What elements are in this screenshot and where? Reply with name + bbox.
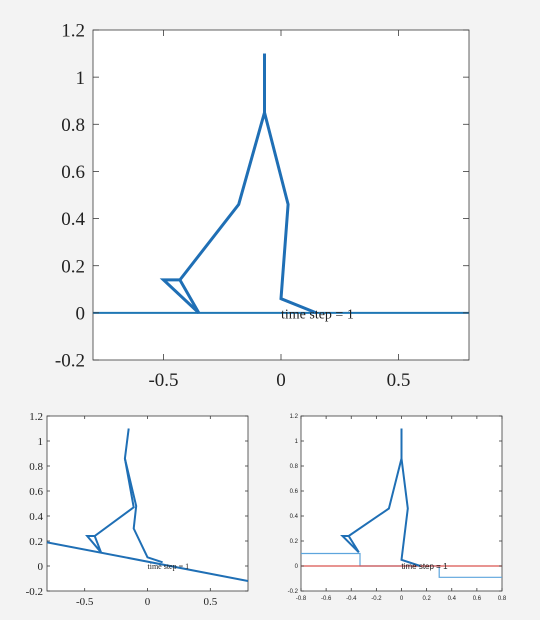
x-tick-label: 0.5	[387, 370, 411, 391]
x-tick-label: -0.8	[296, 596, 307, 602]
slope-plot: -0.5 0 0.5 -0.2 0 0.2 0.4 0.6 0.8 1 1.2 time step =…	[26, 411, 249, 608]
x-tick-label: 0.6	[473, 596, 482, 602]
axes-box	[92, 29, 470, 361]
x-tick-label: 0.2	[422, 596, 431, 602]
y-tick-label: 0.6	[29, 486, 43, 498]
y-tick-label: 0.4	[290, 514, 299, 520]
time-step-annotation: time step = 1	[281, 307, 354, 322]
y-tick-label: 0	[38, 561, 44, 573]
main-plot: -0.5 0 0.5 -0.2 0 0.2 0.4 0.6 0.8 1 1.2 time step =…	[55, 21, 470, 391]
x-tick-label: -0.6	[321, 596, 332, 602]
y-tick-label: -0.2	[288, 589, 299, 595]
main-chart-panel: -0.5 0 0.5 -0.2 0 0.2 0.4 0.6 0.8 1 1.2 time step =…	[55, 21, 470, 391]
y-tick-label: 0.2	[61, 256, 85, 277]
time-step-annotation: time step = 1	[148, 562, 190, 571]
y-tick-label: 0.2	[29, 536, 43, 548]
x-tick-label: -0.5	[76, 596, 94, 608]
walker-segment	[123, 458, 163, 564]
y-tick-label: 1.2	[290, 414, 299, 420]
walker-segment	[400, 458, 421, 567]
bottom-right-chart-panel: -0.8 -0.6 -0.4 -0.2 0 0.2 0.4 0.6 0.8 -0.2 0 0.2 0.4…	[270, 400, 540, 615]
y-tick-label: 0.8	[290, 464, 299, 470]
y-tick-label: 0.6	[61, 162, 85, 183]
x-tick-label: -0.2	[371, 596, 382, 602]
walker-segment	[263, 112, 317, 315]
y-tick-label: 1	[295, 439, 299, 445]
x-tick-label: 0	[276, 370, 286, 391]
y-tick-label: 1	[38, 436, 44, 448]
y-tick-label: 0.4	[61, 209, 85, 230]
y-tick-label: 1.2	[61, 21, 85, 42]
y-tick-label: 0	[295, 564, 299, 570]
y-tick-label: 0.4	[29, 511, 43, 523]
y-tick-label: 1.2	[29, 411, 43, 423]
bottom-left-chart-panel: -0.5 0 0.5 -0.2 0 0.2 0.4 0.6 0.8 1 1.2 time step =…	[0, 400, 270, 615]
x-tick-label: 0.4	[448, 596, 457, 602]
y-tick-label: 0.8	[29, 461, 43, 473]
y-tick-label: 0.8	[61, 115, 85, 136]
x-tick-label: 0	[400, 596, 404, 602]
x-tick-label: -0.5	[148, 370, 178, 391]
x-tick-label: -0.4	[346, 596, 357, 602]
x-tick-label: 0.8	[498, 596, 507, 602]
y-tick-label: 0	[76, 304, 86, 325]
y-tick-label: 0.6	[290, 489, 299, 495]
y-tick-label: 0.2	[290, 539, 299, 545]
y-tick-label: -0.2	[26, 586, 43, 598]
step-plot: -0.8 -0.6 -0.4 -0.2 0 0.2 0.4 0.6 0.8 -0.2 0 0.2 0.4…	[288, 414, 507, 602]
x-tick-label: 0.5	[203, 596, 217, 608]
walker-segment	[47, 541, 248, 582]
time-step-annotation: time step = 1	[402, 562, 449, 571]
y-tick-label: -0.2	[55, 351, 85, 372]
y-tick-label: 1	[76, 68, 86, 89]
x-tick-label: 0	[145, 596, 151, 608]
